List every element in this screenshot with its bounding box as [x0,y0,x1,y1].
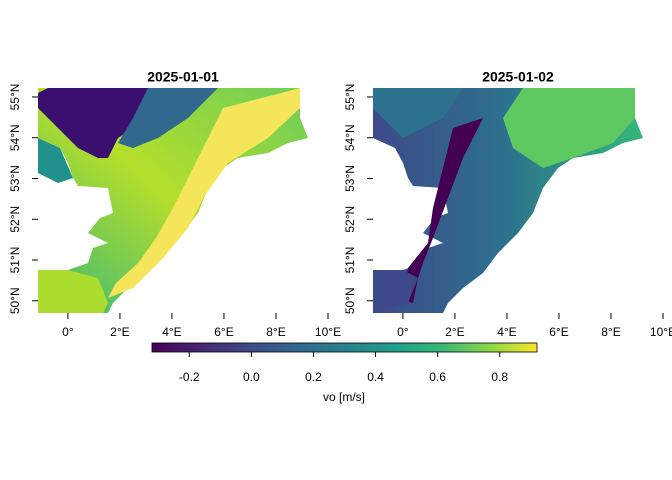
x-tick-label: 0° [62,325,74,339]
x-tick-label: 4°E [162,325,181,339]
x-tick-label: 10°E [315,325,341,339]
raster-region [38,138,73,183]
colorbar-tick-label: 0.8 [491,370,508,384]
raster [373,88,643,313]
raster-region [38,270,108,313]
x-tick-label: 10°E [650,325,672,339]
panel-title: 2025-01-02 [482,69,554,85]
raster-region [503,88,635,168]
x-tick-label: 6°E [214,325,233,339]
y-tick-label: 54°N [343,124,357,151]
colorbar-label: vo [m/s] [323,390,365,404]
raster-region [403,118,483,303]
y-tick-label: 50°N [8,287,22,314]
x-tick-label: 8°E [601,325,620,339]
y-tick-label: 50°N [343,287,357,314]
y-tick-label: 55°N [343,84,357,111]
y-tick-label: 53°N [343,165,357,192]
raster-region [118,88,218,148]
x-tick-label: 2°E [110,325,129,339]
x-tick-label: 4°E [497,325,516,339]
y-tick-label: 52°N [343,206,357,233]
y-tick-label: 51°N [8,247,22,274]
y-tick-label: 55°N [8,84,22,111]
colorbar-tick-label: 0.4 [367,370,384,384]
raster-region [373,88,463,138]
y-tick-label: 52°N [8,206,22,233]
colorbar-tick-label: 0.2 [305,370,322,384]
x-tick-label: 2°E [445,325,464,339]
x-tick-label: 6°E [549,325,568,339]
raster-region [373,270,418,313]
raster [38,88,308,313]
x-tick-label: 8°E [266,325,285,339]
colorbar-tick-label: -0.2 [179,370,200,384]
y-tick-label: 54°N [8,124,22,151]
colorbar [151,342,538,353]
y-tick-label: 51°N [343,247,357,274]
raster-region [108,88,300,298]
panel-title: 2025-01-01 [147,69,219,85]
colorbar-tick-label: 0.0 [243,370,260,384]
y-tick-label: 53°N [8,165,22,192]
colorbar-tick-label: 0.6 [429,370,446,384]
raster-region [38,88,168,158]
x-tick-label: 0° [397,325,409,339]
